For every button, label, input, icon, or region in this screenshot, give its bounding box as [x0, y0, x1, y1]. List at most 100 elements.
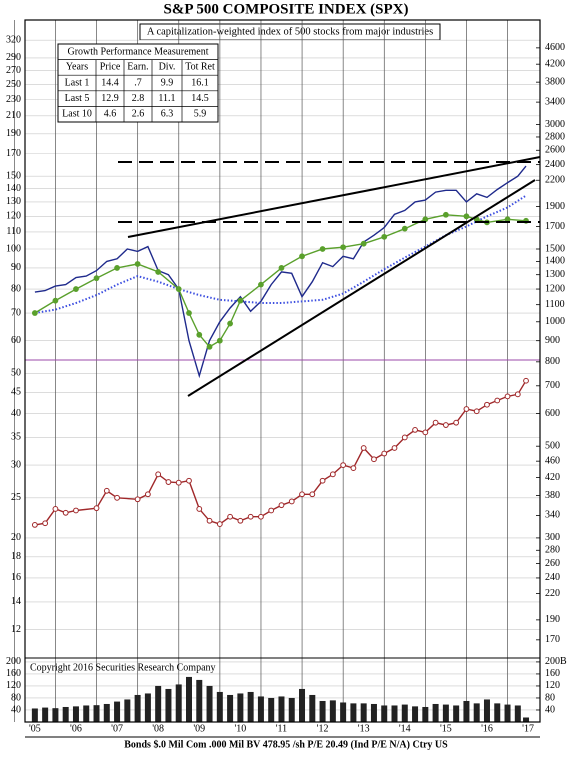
volume-bar [319, 700, 326, 722]
y-tick-label: 18 [11, 551, 21, 562]
volume-y2-tick-label: 40 [545, 704, 555, 715]
series-marker [196, 506, 203, 512]
table-frame [57, 43, 219, 123]
y2-tick-label: 500 [545, 440, 560, 451]
table-cell: 12.9 [101, 93, 119, 104]
y-tick-label: 190 [6, 128, 21, 139]
volume-y2-tick-label: 200B [545, 656, 567, 667]
y-tick-label: 250 [6, 79, 21, 90]
volume-bar [196, 679, 203, 722]
y2-tick-label: 3400 [545, 96, 565, 107]
series-marker [504, 216, 511, 223]
series-marker [442, 211, 449, 218]
series-marker [73, 286, 79, 292]
volume-bar [442, 704, 449, 722]
series-line [34, 165, 527, 379]
volume-bar [494, 703, 501, 722]
series-marker [258, 281, 264, 288]
series-marker [227, 320, 233, 327]
y2-tick-label: 1400 [545, 256, 565, 267]
table-cell: 2.8 [132, 93, 145, 104]
y2-tick-label: 1000 [545, 316, 565, 327]
volume-bar [412, 706, 419, 722]
volume-bar [206, 685, 213, 722]
table-header: Years [66, 62, 88, 73]
series-marker [144, 491, 151, 498]
table-cell: 5.9 [194, 108, 207, 119]
series-marker [484, 401, 490, 408]
volume-bar [155, 685, 162, 722]
x-tick-label: '08 [152, 723, 164, 734]
y2-tick-label: 1200 [545, 283, 565, 294]
x-tick-label: '13 [358, 723, 370, 734]
table-header: Div. [159, 62, 176, 73]
y-tick-label: 30 [11, 459, 21, 470]
x-tick-label: '10 [234, 723, 246, 734]
y-tick-label: 290 [6, 52, 21, 63]
copyright: Copyright 2016 Securities Research Compa… [30, 662, 216, 673]
y2-tick-label: 420 [545, 472, 560, 483]
volume-bar [391, 705, 398, 722]
chart-title: S&P 500 COMPOSITE INDEX (SPX) [163, 1, 408, 17]
table-cell: 11.1 [158, 93, 175, 104]
y-tick-label: 270 [6, 65, 21, 76]
y-tick-label: 50 [11, 368, 21, 379]
table-cell: 16.1 [191, 77, 209, 88]
series-marker [319, 246, 326, 252]
volume-bar [257, 696, 264, 722]
series-marker [309, 491, 316, 498]
series-marker [227, 513, 233, 520]
volume-bar [401, 704, 408, 722]
series-marker [155, 471, 162, 478]
y-tick-label: 20 [11, 532, 21, 543]
y2-tick-label: 3800 [545, 76, 565, 87]
volume-bar [463, 700, 470, 722]
table-cell: Last 10 [62, 108, 92, 119]
series-marker [299, 253, 305, 260]
x-tick-label: '09 [193, 723, 205, 734]
y2-tick-label: 1700 [545, 221, 565, 232]
y2-tick-label: 1900 [545, 201, 565, 212]
y2-tick-label: 1300 [545, 269, 565, 280]
series-marker [463, 213, 470, 220]
volume-bar [288, 697, 295, 722]
y2-tick-label: 4200 [545, 58, 565, 69]
y-tick-label: 45 [11, 387, 21, 398]
table-header: Tot Ret [185, 62, 215, 73]
series-marker [401, 434, 408, 441]
y2-tick-label: 190 [545, 614, 560, 625]
y-tick-label: 40 [11, 408, 21, 419]
volume-bar [93, 705, 100, 722]
table-cell: Last 5 [65, 93, 90, 104]
volume-y2-tick-label: 160 [545, 668, 560, 679]
volume-bar [453, 705, 460, 722]
volume-bar [432, 703, 439, 722]
growth-table: Growth Performance Measurement Years Price… [57, 43, 219, 123]
volume-tick-label: 160 [6, 668, 21, 679]
y-tick-label: 130 [6, 196, 21, 207]
table-cell: 6.3 [161, 108, 174, 119]
volume-bar [124, 699, 131, 722]
series-marker [155, 269, 162, 275]
plot-frame [24, 19, 541, 723]
volume-bar [144, 693, 151, 722]
x-tick-label: '14 [399, 723, 411, 734]
volume-tick-label: 120 [6, 680, 21, 691]
series-marker [175, 286, 182, 292]
x-tick-label: '16 [481, 723, 493, 734]
series-marker [165, 479, 172, 485]
series-marker [31, 522, 38, 528]
series-marker [422, 216, 429, 223]
y2-tick-label: 260 [545, 558, 560, 569]
volume-bar [370, 703, 377, 722]
series-marker [350, 465, 357, 472]
volume-tick-label: 80 [11, 692, 21, 703]
volume-bar [299, 688, 306, 722]
volume-bar [309, 694, 316, 722]
volume-bar [523, 717, 530, 722]
series-marker [381, 233, 388, 240]
volume-bar [216, 691, 223, 722]
y-tick-label: 90 [11, 262, 21, 273]
